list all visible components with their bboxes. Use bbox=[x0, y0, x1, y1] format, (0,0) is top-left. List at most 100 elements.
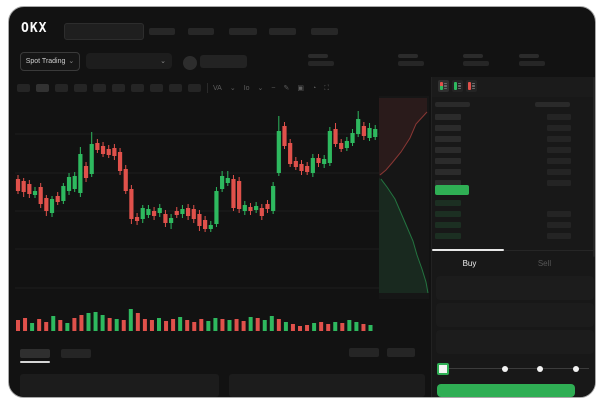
tab-sell[interactable]: Sell bbox=[537, 258, 552, 268]
ask-amount bbox=[547, 158, 571, 164]
ask-row[interactable] bbox=[432, 125, 595, 131]
ask-row[interactable] bbox=[432, 158, 595, 164]
ask-row[interactable] bbox=[432, 180, 595, 186]
market-type-label: Spot Trading bbox=[25, 58, 66, 65]
timeframe-button-5[interactable] bbox=[93, 84, 106, 92]
price-column-header bbox=[435, 102, 470, 107]
bottom-bar-item-1[interactable] bbox=[349, 348, 379, 357]
scrollbar[interactable] bbox=[593, 77, 595, 257]
tab-divider bbox=[432, 250, 595, 251]
bid-amount bbox=[547, 233, 571, 239]
timeframe-button-9[interactable] bbox=[169, 84, 182, 92]
fullscreen-icon[interactable]: ⛶ bbox=[324, 84, 330, 92]
timeframe-button-8[interactable] bbox=[150, 84, 163, 92]
amount-column-header bbox=[535, 102, 570, 107]
last-price-badge[interactable] bbox=[435, 185, 469, 195]
interval-icon[interactable]: VA bbox=[213, 84, 222, 92]
bottom-tab-2[interactable] bbox=[61, 349, 91, 358]
settings-icon[interactable]: ◔ bbox=[312, 84, 317, 92]
slider-stop-72[interactable] bbox=[572, 366, 579, 372]
ask-price[interactable] bbox=[435, 158, 461, 164]
okx-logo[interactable]: OKX bbox=[21, 21, 48, 36]
ticker-stat-1 bbox=[308, 54, 334, 66]
draw-icon[interactable]: ✎ bbox=[283, 84, 290, 92]
ask-price[interactable] bbox=[435, 114, 461, 120]
timeframe-button-7[interactable] bbox=[131, 84, 144, 92]
ask-row[interactable] bbox=[432, 136, 595, 142]
chevron-down-icon: ⌄ bbox=[160, 57, 166, 65]
timeframe-button-6[interactable] bbox=[112, 84, 125, 92]
bottom-bar-item-2[interactable] bbox=[387, 348, 415, 357]
nav-item-2[interactable] bbox=[188, 28, 214, 35]
bid-row[interactable] bbox=[432, 211, 595, 217]
timeframe-button-2[interactable] bbox=[36, 84, 49, 92]
bid-price[interactable] bbox=[435, 211, 461, 217]
bid-price[interactable] bbox=[435, 200, 461, 206]
ask-amount bbox=[547, 147, 571, 153]
bid-amount bbox=[547, 211, 571, 217]
bid-row[interactable] bbox=[432, 200, 595, 206]
slider-handle[interactable] bbox=[437, 363, 449, 375]
ask-amount bbox=[547, 125, 571, 131]
bid-row[interactable] bbox=[432, 233, 595, 239]
order-book-panel: Buy Sell bbox=[431, 77, 595, 397]
last-price-pill bbox=[200, 55, 247, 68]
bid-amount bbox=[547, 222, 571, 228]
timeframe-button-1[interactable] bbox=[17, 84, 30, 92]
ticker-stat-2 bbox=[398, 54, 424, 66]
nav-item-3[interactable] bbox=[229, 28, 257, 35]
bid-row[interactable] bbox=[432, 222, 595, 228]
amount-input[interactable] bbox=[436, 303, 594, 327]
buy-tab-indicator bbox=[432, 249, 504, 251]
app-window: OKX Spot Trading ⌄ ⌄ VA ⌄ Io ⌄ ~ ✎ ▣ ◔ ⛶ bbox=[8, 6, 596, 398]
chevron-down-icon: ⌄ bbox=[68, 58, 75, 65]
amount-slider-track[interactable] bbox=[441, 368, 589, 369]
camera-icon[interactable]: ▣ bbox=[297, 84, 305, 92]
nav-item-5[interactable] bbox=[311, 28, 338, 35]
asks-only-view-icon[interactable] bbox=[466, 80, 477, 92]
search-input[interactable] bbox=[64, 23, 144, 40]
pair-selector-dropdown[interactable]: ⌄ bbox=[86, 53, 172, 69]
timeframe-button-4[interactable] bbox=[74, 84, 87, 92]
ask-amount bbox=[547, 114, 571, 120]
combined-book-view-icon[interactable] bbox=[438, 80, 449, 92]
bottom-panel-2 bbox=[229, 374, 425, 397]
bids-only-view-icon[interactable] bbox=[452, 80, 463, 92]
ask-amount bbox=[547, 180, 571, 186]
market-type-selector[interactable]: Spot Trading ⌄ bbox=[20, 52, 80, 71]
ask-price[interactable] bbox=[435, 180, 461, 186]
price-input[interactable] bbox=[436, 276, 594, 300]
bottom-tab-active-underline bbox=[20, 361, 50, 363]
bottom-tab-1[interactable] bbox=[20, 349, 50, 358]
timeframe-button-row bbox=[17, 84, 201, 92]
ask-row[interactable] bbox=[432, 147, 595, 153]
line-style-icon[interactable]: ~ bbox=[271, 84, 276, 92]
ask-price[interactable] bbox=[435, 125, 461, 131]
ask-price[interactable] bbox=[435, 147, 461, 153]
nav-item-4[interactable] bbox=[269, 28, 296, 35]
ask-row[interactable] bbox=[432, 169, 595, 175]
indicators-icon[interactable]: Io bbox=[243, 84, 250, 92]
timeframe-button-10[interactable] bbox=[188, 84, 201, 92]
timeframe-button-3[interactable] bbox=[55, 84, 68, 92]
slider-stop-24[interactable] bbox=[501, 366, 508, 372]
candlestick-chart[interactable] bbox=[9, 7, 595, 397]
slider-stop-48[interactable] bbox=[537, 366, 544, 372]
buy-submit-button[interactable] bbox=[437, 384, 575, 397]
total-input[interactable] bbox=[436, 330, 594, 354]
tab-buy[interactable]: Buy bbox=[462, 258, 477, 268]
bottom-panel-1 bbox=[20, 374, 219, 397]
chevron-down-icon[interactable]: ⌄ bbox=[229, 84, 236, 92]
toolbar-divider bbox=[207, 83, 208, 93]
ask-row[interactable] bbox=[432, 114, 595, 120]
bid-price[interactable] bbox=[435, 222, 461, 228]
nav-item-1[interactable] bbox=[149, 28, 175, 35]
ask-price[interactable] bbox=[435, 169, 461, 175]
bid-price[interactable] bbox=[435, 233, 461, 239]
ask-amount bbox=[547, 136, 571, 142]
ticker-stat-4 bbox=[519, 54, 545, 66]
ask-price[interactable] bbox=[435, 136, 461, 142]
coin-avatar bbox=[183, 56, 197, 70]
chevron-down-icon[interactable]: ⌄ bbox=[257, 84, 264, 92]
